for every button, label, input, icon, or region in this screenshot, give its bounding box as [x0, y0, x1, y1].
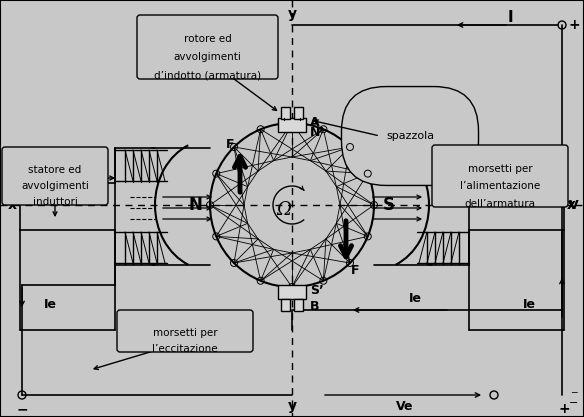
- Text: −: −: [16, 402, 28, 416]
- Text: S’: S’: [310, 284, 324, 296]
- Bar: [281, 107, 290, 119]
- FancyBboxPatch shape: [117, 310, 253, 352]
- Text: avvolgimenti: avvolgimenti: [21, 181, 89, 191]
- Text: +: +: [568, 18, 580, 32]
- Text: x: x: [8, 198, 17, 212]
- Text: induttori: induttori: [33, 197, 78, 207]
- Text: y: y: [287, 7, 297, 21]
- Text: F: F: [226, 138, 234, 151]
- FancyBboxPatch shape: [137, 15, 278, 79]
- Bar: [278, 118, 306, 132]
- Text: A: A: [310, 116, 319, 128]
- Text: d’indotto (armatura): d’indotto (armatura): [154, 70, 261, 80]
- Text: rotore ed: rotore ed: [183, 34, 231, 44]
- Text: Ie: Ie: [408, 291, 422, 304]
- Text: Ie: Ie: [523, 299, 536, 311]
- Text: N: N: [188, 196, 202, 214]
- Text: S: S: [383, 196, 395, 214]
- Text: −: −: [569, 398, 579, 408]
- Bar: [294, 299, 303, 311]
- FancyBboxPatch shape: [432, 145, 568, 207]
- Text: y: y: [287, 399, 297, 413]
- Bar: [278, 285, 306, 299]
- Text: avvolgimenti: avvolgimenti: [173, 53, 241, 63]
- Text: l’eccitazione: l’eccitazione: [152, 344, 218, 354]
- Text: ‾: ‾: [571, 392, 577, 402]
- Text: dell’armatura: dell’armatura: [464, 199, 536, 209]
- Text: morsetti per: morsetti per: [468, 164, 532, 174]
- Text: x: x: [567, 198, 576, 212]
- Text: V: V: [569, 198, 579, 211]
- Text: Ω: Ω: [277, 201, 291, 219]
- Text: statore ed: statore ed: [29, 165, 82, 175]
- Text: morsetti per: morsetti per: [152, 328, 217, 338]
- Text: spazzola: spazzola: [386, 131, 434, 141]
- Text: F: F: [351, 264, 359, 276]
- FancyBboxPatch shape: [2, 147, 108, 205]
- Text: B: B: [310, 299, 319, 312]
- Text: Ve: Ve: [397, 400, 413, 414]
- Text: N’: N’: [310, 126, 325, 140]
- Text: l’alimentazione: l’alimentazione: [460, 181, 540, 191]
- Bar: [281, 299, 290, 311]
- Text: I: I: [507, 10, 513, 25]
- Text: Ie: Ie: [43, 299, 57, 311]
- Bar: [294, 107, 303, 119]
- Text: +: +: [558, 402, 570, 416]
